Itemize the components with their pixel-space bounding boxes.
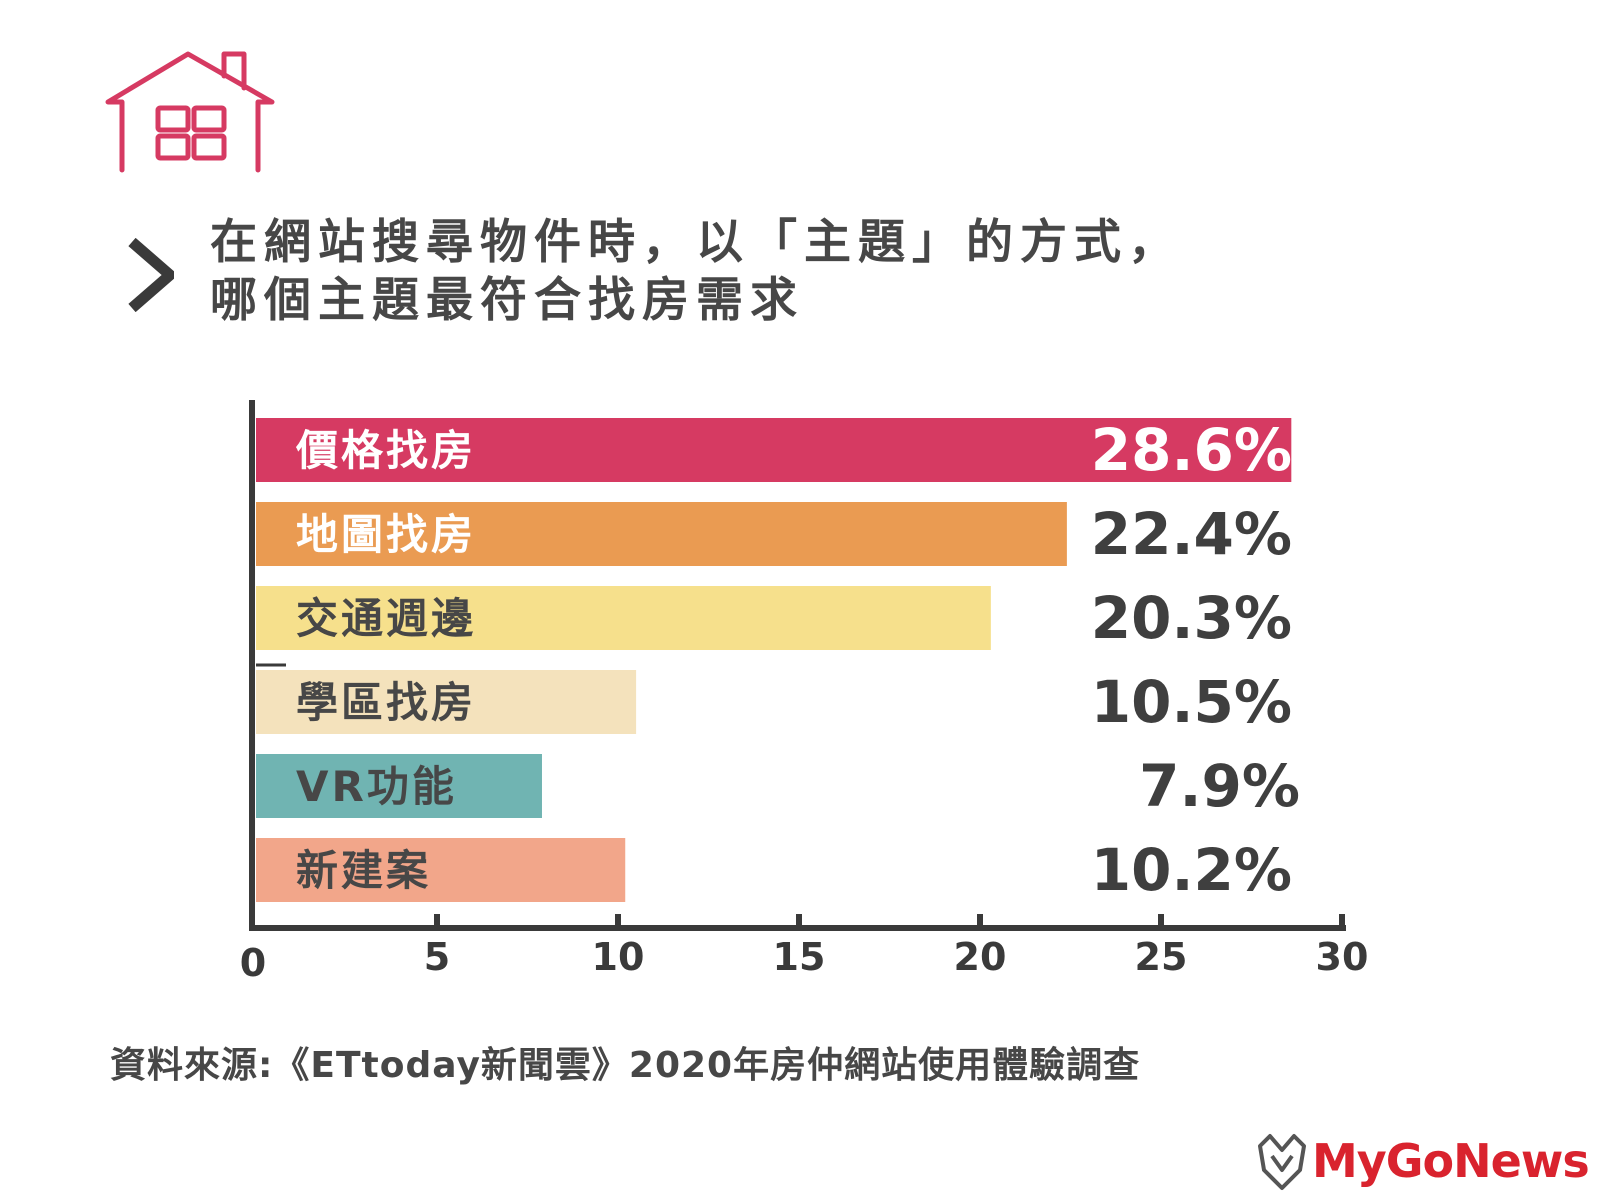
bar [256, 502, 1067, 566]
source-note: 資料來源:《ETtoday新聞雲》2020年房仲網站使用體驗調查 [110, 1045, 1141, 1086]
category-label: 地圖找房 [296, 510, 476, 559]
value-label: 20.3% [1091, 584, 1292, 652]
title-line-1: 在網站搜尋物件時，以「主題」的方式， [210, 215, 1182, 270]
x-tick-label: 10 [592, 935, 645, 979]
x-tick-label: 25 [1135, 935, 1188, 979]
value-label: 10.5% [1091, 668, 1292, 736]
chevron-right-icon [128, 238, 174, 312]
bar [256, 670, 637, 734]
x-tick-label: 0 [240, 941, 266, 985]
brand-mark-icon [1258, 1134, 1306, 1190]
brand-logo: MyGoNews [1254, 1130, 1594, 1194]
category-label: 新建案 [296, 846, 431, 895]
house-icon [105, 51, 275, 173]
category-label: 學區找房 [296, 678, 476, 727]
brand-name: MyGoNews [1312, 1134, 1590, 1188]
value-label: 28.6% [1091, 416, 1292, 484]
x-tick-label: 20 [954, 935, 1007, 979]
bar [256, 754, 542, 818]
category-label: VR功能 [296, 762, 457, 811]
value-label: 22.4% [1091, 500, 1292, 568]
value-label: 7.9% [1139, 752, 1300, 820]
bar [256, 838, 626, 902]
bar [256, 586, 991, 650]
page-title: 在網站搜尋物件時，以「主題」的方式， 哪個主題最符合找房需求 [210, 214, 1570, 330]
x-tick-label: 30 [1316, 935, 1369, 979]
x-tick-label: 15 [773, 935, 826, 979]
category-label: 交通週邊 [296, 594, 476, 643]
value-label: 10.2% [1091, 836, 1292, 904]
bar [256, 418, 1292, 482]
x-tick-label: 5 [424, 935, 450, 979]
category-label: 價格找房 [295, 426, 476, 475]
title-line-2: 哪個主題最符合找房需求 [210, 273, 804, 328]
